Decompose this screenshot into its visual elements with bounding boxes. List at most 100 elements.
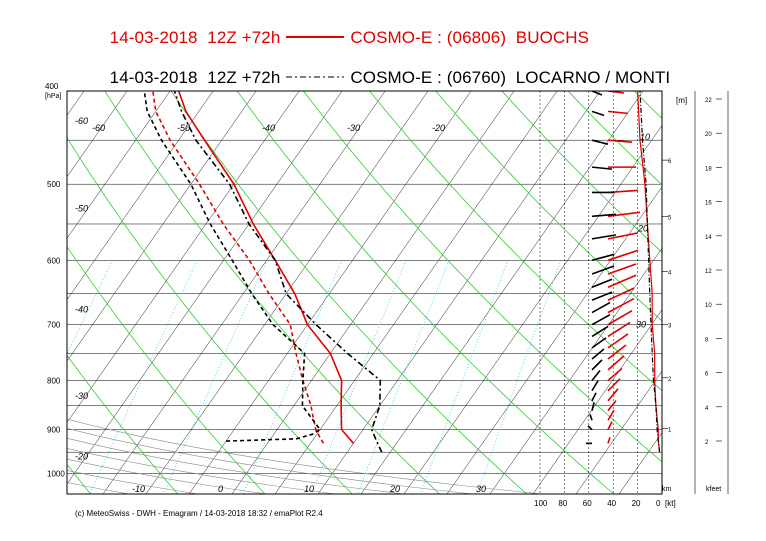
- isotherm-label: -20: [75, 452, 88, 462]
- dry-adiabat: [104, 91, 440, 494]
- isotherm: [145, 91, 429, 494]
- isotherm-label: -60: [92, 123, 105, 133]
- pressure-label: 600: [47, 256, 61, 265]
- wind-speed-label: 30: [636, 320, 646, 330]
- height-tick-label: 3: [668, 324, 672, 330]
- wind-arrow: [607, 321, 631, 338]
- temperature-tick-label: 10: [304, 484, 314, 494]
- isotherm: [231, 91, 515, 494]
- wind-arrow: [591, 369, 601, 381]
- wind-arrow: [607, 139, 633, 143]
- temperature-profile: [173, 91, 383, 453]
- wind-speed-label: 20: [637, 224, 648, 234]
- wind-speed-label: 10: [640, 132, 650, 142]
- pressure-label: 500: [47, 180, 61, 189]
- header-date: 14-03-2018: [109, 28, 198, 47]
- pressure-label: 700: [47, 321, 61, 330]
- wind-arrow: [607, 287, 635, 301]
- plot-frame: [66, 90, 663, 495]
- header-model: COSMO-E : (06806): [350, 28, 507, 47]
- moist-adiabat: [67, 458, 267, 494]
- pressure-label: 900: [47, 426, 61, 435]
- wind-arrow: [591, 91, 603, 96]
- isotherm: [532, 309, 662, 494]
- wind-arrow: [607, 344, 627, 360]
- header-run: 12Z +72h: [207, 28, 281, 47]
- dry-adiabat: [435, 91, 662, 322]
- wind-arrow: [607, 297, 635, 314]
- legend-dashdot-line: [286, 76, 345, 78]
- mixing-ratio-line: [242, 260, 343, 494]
- wind-arrow: [607, 400, 617, 412]
- legend-solid-line: [286, 35, 345, 38]
- kfeet-tick-label: 10: [705, 303, 712, 309]
- kfeet-tick-label: 12: [705, 269, 712, 275]
- dry-adiabat: [236, 91, 615, 494]
- kfeet-tick-label: 18: [705, 166, 712, 172]
- header-date: 14-03-2018: [109, 68, 198, 87]
- isotherm-label: -50: [177, 123, 190, 133]
- dry-adiabat: [67, 246, 266, 494]
- dry-adiabat: [634, 91, 662, 120]
- wind-arrow: [591, 139, 609, 145]
- isotherm: [661, 493, 662, 494]
- header-line-buochs: 14-03-2018 12Z +72h COSMO-E : (06806) BUO…: [100, 8, 589, 48]
- temperature-profile: [177, 91, 355, 444]
- wind-speed-profile: [639, 91, 661, 453]
- pressure-label-400: 400: [45, 82, 59, 91]
- kfeet-tick-label: 4: [705, 406, 709, 412]
- isotherm: [67, 91, 300, 423]
- wind-speed-tick-label: 60: [583, 499, 592, 508]
- wind-arrow: [607, 263, 637, 275]
- dry-adiabat: [303, 91, 662, 463]
- wind-arrow: [587, 425, 593, 431]
- pressure-label: 1000: [47, 470, 65, 479]
- isotherm: [317, 91, 601, 494]
- dewpoint-profile: [143, 91, 322, 442]
- height-unit-label: [m]: [676, 96, 687, 105]
- isotherm: [67, 91, 171, 239]
- temperature-tick-label: -10: [132, 484, 145, 494]
- header-run: 12Z +72h: [207, 68, 281, 87]
- wind-arrow: [607, 378, 621, 392]
- mixing-ratio-line: [89, 260, 198, 494]
- dry-adiabat: [701, 91, 766, 494]
- isotherm-label: -40: [75, 304, 88, 314]
- kfeet-tick-label: 2: [705, 440, 709, 446]
- isotherm: [360, 91, 644, 494]
- kfeet-unit-label: kfeet: [706, 486, 721, 493]
- header-station: LOCARNO / MONTI: [515, 68, 671, 87]
- height-tick-label: 2: [668, 377, 672, 383]
- wind-speed-profile: [637, 91, 661, 453]
- temperature-tick-label: 20: [389, 484, 400, 494]
- dry-adiabat: [0, 91, 3, 494]
- kfeet-tick-label: 8: [705, 337, 709, 343]
- mixing-ratio-line: [311, 260, 407, 494]
- isotherm-label: -40: [262, 123, 275, 133]
- kfeet-tick-label: 14: [705, 235, 712, 241]
- height-tick-label: 4: [668, 270, 672, 276]
- isotherm: [67, 91, 214, 301]
- dry-adiabat: [67, 354, 179, 494]
- wind-arrow: [591, 313, 611, 326]
- mixing-ratio-line: [420, 260, 509, 494]
- moist-adiabat: [67, 418, 542, 494]
- wind-speed-tick-label: 100: [534, 499, 548, 508]
- wind-arrow: [591, 359, 603, 371]
- wind-arrow: [607, 388, 619, 402]
- wind-speed-tick-label: 0: [656, 499, 661, 508]
- wind-arrow: [591, 166, 613, 170]
- wind-arrow: [591, 278, 613, 289]
- wind-arrow: [591, 110, 605, 117]
- isotherm: [446, 186, 662, 494]
- wind-speed-unit: [kt]: [665, 499, 676, 508]
- wind-arrow: [591, 291, 613, 301]
- header-model: COSMO-E : (06760): [350, 68, 507, 87]
- wind-arrow: [591, 253, 615, 262]
- isotherm: [403, 125, 662, 494]
- wind-arrow: [607, 110, 629, 115]
- isotherm-label: -30: [347, 123, 360, 133]
- isotherm: [102, 91, 386, 494]
- wind-arrow: [607, 437, 611, 444]
